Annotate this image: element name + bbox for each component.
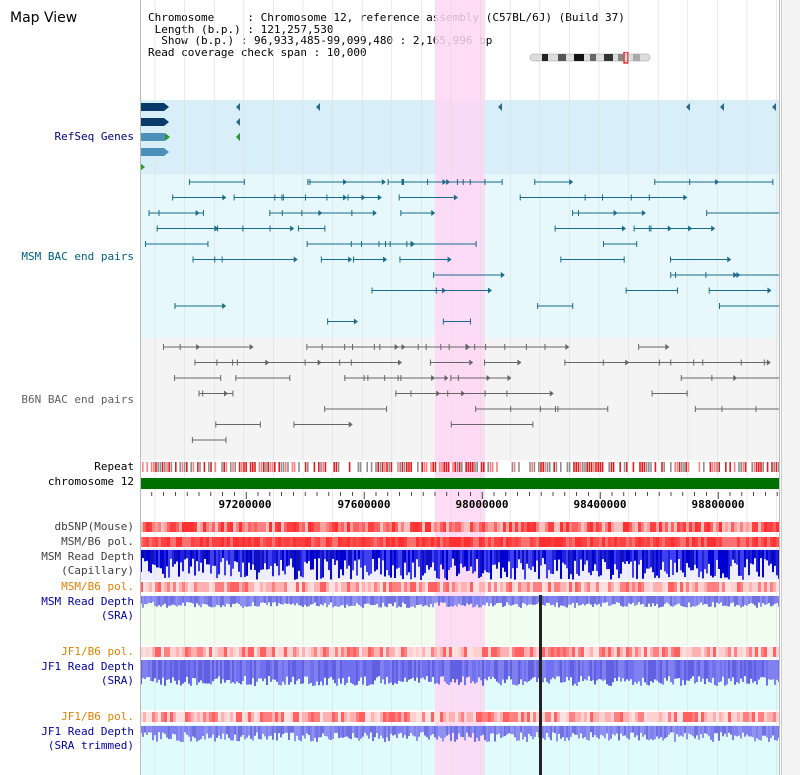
refseq-genes <box>140 103 776 171</box>
msm-read-depth-sra <box>140 596 780 608</box>
position-marker <box>539 595 542 775</box>
coverage-label: Read coverage check span <box>148 45 307 59</box>
axis-ticks <box>140 492 778 499</box>
page-title: Map View <box>10 10 78 26</box>
chromosome-label: Chromosome <box>148 11 215 24</box>
track-label-jf1-read-depth-trimmed: JF1 Read Depth (SRA trimmed) <box>41 725 134 752</box>
axis-tick-label: 97600000 <box>337 498 391 511</box>
length-label: Length (b.p.) <box>154 22 241 36</box>
jf1-read-depth-trimmed <box>140 726 780 742</box>
msm-b6-pol-strip-1 <box>140 537 780 547</box>
track-label-b6n-bac: B6N BAC end pairs <box>21 393 134 406</box>
track-label-dbsnp: dbSNP(Mouse) <box>54 520 134 533</box>
track-label-repeat: Repeat <box>94 460 134 473</box>
ideogram-region-marker <box>623 52 629 64</box>
repeat-track <box>142 462 780 472</box>
track-label-msm-read-depth-capillary: MSM Read Depth (Capillary) <box>41 550 134 577</box>
track-label-chromosome: chromosome 12 <box>47 475 134 488</box>
chromosome-ideogram[interactable] <box>528 52 654 64</box>
msm-bac-pairs <box>145 179 780 325</box>
chromosome-bar <box>140 478 780 489</box>
track-label-refseq: RefSeq Genes <box>54 130 134 143</box>
track-label-msm-bac: MSM BAC end pairs <box>21 250 134 263</box>
axis-tick-label: 98000000 <box>455 498 509 511</box>
track-label-jf1-read-depth-sra: JF1 Read Depth (SRA) <box>41 660 134 687</box>
dbsnp-strip <box>140 522 780 532</box>
track-label-msm-read-depth-sra: MSM Read Depth (SRA) <box>41 595 134 622</box>
jf1-b6-pol-strip-2 <box>140 712 780 722</box>
msm-read-depth-capillary <box>140 550 780 580</box>
vertical-scrollbar[interactable] <box>781 0 800 775</box>
axis-tick-label: 97200000 <box>218 498 272 511</box>
jf1-b6-pol-strip-1 <box>140 647 780 657</box>
track-label-msm-b6-pol-2: MSM/B6 pol. <box>61 580 134 593</box>
axis-tick-label: 98800000 <box>691 498 745 511</box>
b6n-bac-pairs <box>163 344 780 443</box>
track-label-msm-b6-pol-1: MSM/B6 pol. <box>61 535 134 548</box>
genome-map-canvas[interactable] <box>140 0 780 775</box>
track-label-jf1-b6-pol-2: JF1/B6 pol. <box>61 710 134 723</box>
grid-lines <box>154 0 777 775</box>
highlight-region <box>435 0 485 775</box>
msm-b6-pol-strip-2 <box>140 582 780 592</box>
track-label-jf1-b6-pol-1: JF1/B6 pol. <box>61 645 134 658</box>
axis-tick-label: 98400000 <box>573 498 627 511</box>
jf1-read-depth-sra <box>140 660 780 686</box>
coverage-value: 10,000 <box>326 45 367 59</box>
length-value: 121,257,530 <box>260 22 334 36</box>
